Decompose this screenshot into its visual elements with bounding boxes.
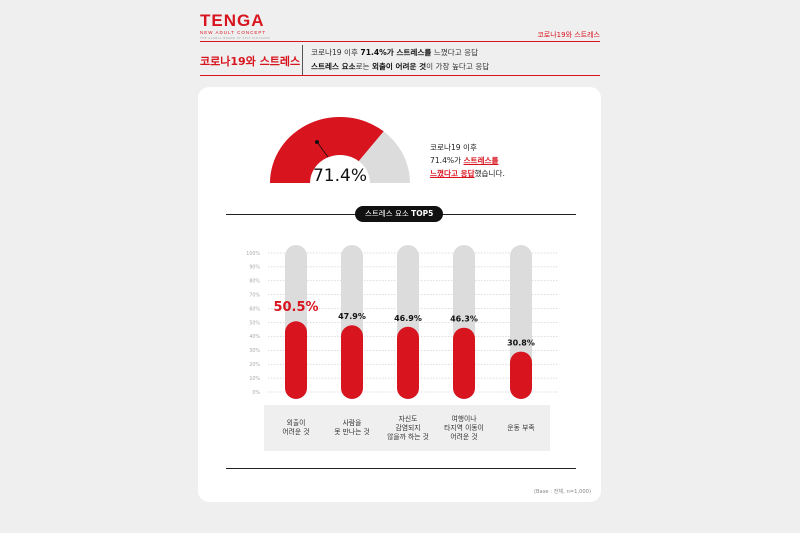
y-tick-label: 40% — [249, 334, 260, 340]
bar-value-label: 50.5% — [273, 300, 318, 315]
bar-value-label: 46.9% — [394, 314, 422, 323]
gauge-note-line-1: 코로나19 이후 — [430, 143, 478, 152]
header-bottom-rule — [200, 75, 600, 76]
bar — [453, 327, 475, 399]
page-title: 코로나19와 스트레스 — [200, 55, 301, 68]
bar-value-label: 30.8% — [507, 339, 535, 348]
section-pill: 스트레스 요소 TOP5 — [355, 206, 444, 222]
bar — [341, 325, 363, 399]
category-label: 여행이나 타지역 이동이 어려운 것 — [444, 414, 484, 441]
bar — [510, 351, 532, 399]
category-label: 운동 부족 — [507, 423, 535, 432]
y-tick-label: 80% — [249, 279, 260, 285]
y-tick-label: 20% — [249, 362, 260, 368]
logo-tagline: NEW ADULT CONCEPT — [200, 30, 267, 35]
stress-factors-chart: 0% 10% 20% 30% 40% 50% 60% 70% 80% 90% 100% 50.5% 47… — [246, 245, 558, 399]
gauge-fill — [270, 117, 384, 183]
gauge-value-label: 71.4% — [313, 166, 367, 186]
header-divider — [302, 45, 303, 75]
logo-wordmark: TENGA — [200, 11, 265, 30]
tenga-logo: TENGA NEW ADULT CONCEPT THE GLOBAL BRAND… — [200, 12, 270, 40]
gauge-needle — [316, 141, 329, 158]
gauge-note-line-3: 느꼈다고 응답했습니다. — [430, 169, 505, 178]
base-footnote: (Base : 전체, n=1,000) — [533, 489, 591, 495]
category-label-box: 외출이 어려운 것 사람을 못 만나는 것 자신도 감염되지 않을까 하는 것 여행이… — [264, 405, 550, 451]
summary-line-1: 코로나19 이후 71.4%가 스트레스를 느꼈다고 응답 — [311, 48, 479, 57]
y-tick-label: 100% — [246, 251, 260, 257]
category-label: 사람을 못 만나는 것 — [334, 419, 370, 436]
category-label: 외출이 어려운 것 — [282, 419, 310, 436]
logo-small-text: THE GLOBAL BRAND OF SELF PLEASURE — [200, 36, 271, 40]
bar — [397, 326, 419, 399]
y-tick-label: 30% — [249, 348, 260, 354]
header-top-rule — [200, 41, 600, 42]
y-tick-label: 0% — [252, 390, 260, 396]
bottom-divider-line — [226, 468, 576, 469]
header-summary: 코로나19 이후 71.4%가 스트레스를 느꼈다고 응답 스트레스 요소로는 … — [311, 46, 489, 74]
y-tick-label: 90% — [249, 265, 260, 271]
summary-line-2: 스트레스 요소로는 외출이 어려운 것이 가장 높다고 응답 — [311, 62, 490, 71]
bar-value-label: 47.9% — [338, 312, 366, 321]
section-tag: 코로나19와 스트레스 — [537, 31, 600, 39]
gauge-note: 코로나19 이후 71.4%가 스트레스를 느꼈다고 응답했습니다. — [430, 141, 505, 180]
gauge-note-line-2: 71.4%가 스트레스를 — [430, 156, 499, 165]
y-tick-label: 60% — [249, 306, 260, 312]
y-tick-label: 10% — [249, 376, 260, 382]
stress-gauge: 71.4% — [270, 117, 410, 186]
infographic-card: 71.4% 코로나19 이후 71.4%가 스트레스를 느꼈다고 응답했습니다.… — [198, 87, 601, 502]
bar — [285, 321, 307, 399]
y-tick-label: 50% — [249, 320, 260, 326]
bar-value-label: 46.3% — [450, 315, 478, 324]
y-tick-label: 70% — [249, 293, 260, 299]
category-label: 자신도 감염되지 않을까 하는 것 — [387, 414, 429, 441]
